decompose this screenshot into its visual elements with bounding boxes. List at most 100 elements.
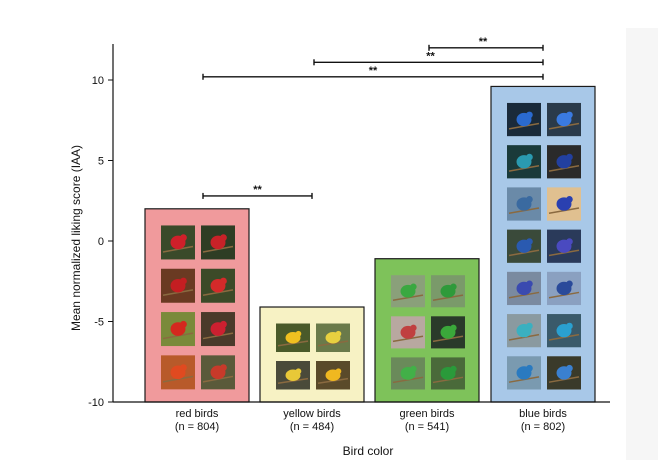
bird-head <box>566 153 573 161</box>
bar-blue-birds <box>490 85 596 403</box>
branch-shape <box>277 340 309 347</box>
bird-head <box>526 111 533 119</box>
bird-head <box>450 324 457 332</box>
y-tick-label: 10 <box>92 75 104 87</box>
branch-shape <box>277 377 309 384</box>
branch-shape <box>202 332 234 340</box>
branch-shape <box>392 294 424 301</box>
branch-shape <box>162 245 194 253</box>
y-tick-label: -5 <box>94 317 104 329</box>
bird-photo <box>201 225 235 260</box>
branch-shape <box>432 294 464 301</box>
significance-bracket: ** <box>202 65 544 80</box>
bar-green-birds <box>374 258 480 403</box>
bird-head <box>335 330 342 337</box>
bird-photo <box>507 187 541 221</box>
bird-head <box>180 277 187 285</box>
bird-photo <box>161 355 195 390</box>
y-tick-label: -10 <box>88 397 104 409</box>
bird-head <box>566 196 573 203</box>
bird-photo <box>161 312 195 347</box>
bird-photo <box>547 314 581 348</box>
bird-photo <box>507 145 541 179</box>
bird-head <box>450 365 457 373</box>
bars-group <box>144 85 596 403</box>
branch-shape <box>162 332 194 340</box>
bird-photo <box>507 314 541 348</box>
bird-photo <box>507 102 541 137</box>
significance-bracket: ** <box>428 36 544 51</box>
bird-photo <box>201 355 235 390</box>
bird-photo <box>547 102 581 137</box>
bird-head <box>526 238 533 245</box>
bird-head <box>410 324 417 332</box>
bird-head <box>526 280 533 288</box>
bird-photo <box>316 323 350 353</box>
sample-size-label: (n = 484) <box>290 421 334 433</box>
significance-label: ** <box>253 184 262 196</box>
bird-head <box>450 283 457 290</box>
bird-photo <box>391 316 425 349</box>
bird-head <box>526 153 533 161</box>
bird-head <box>295 330 302 337</box>
significance-brackets: ** ** ** ** <box>202 36 544 199</box>
significance-label: ** <box>479 36 488 48</box>
bird-head <box>335 368 342 375</box>
y-tick-label: 5 <box>98 156 104 168</box>
bird-photo <box>507 229 541 263</box>
branch-shape <box>548 333 580 341</box>
branch-shape <box>392 335 424 343</box>
x-tick-label: red birds <box>176 408 219 420</box>
bird-photo <box>547 271 581 306</box>
branch-shape <box>508 333 540 341</box>
bird-head <box>526 364 533 372</box>
x-tick-label: green birds <box>399 408 455 420</box>
bird-photo <box>276 323 310 353</box>
bird-photo <box>161 268 195 303</box>
bird-head <box>180 364 187 371</box>
bird-photo <box>201 268 235 303</box>
bird-photo <box>547 187 581 221</box>
bird-photo <box>201 312 235 347</box>
bird-head <box>180 234 187 242</box>
branch-shape <box>548 207 580 215</box>
bird-head <box>566 322 573 330</box>
bird-photo <box>391 275 425 308</box>
bird-photo <box>547 145 581 179</box>
right-margin-strip <box>626 28 658 460</box>
y-axis-label: Mean normalized liking score (IAA) <box>69 145 83 331</box>
bird-photo <box>391 357 425 390</box>
bird-head <box>180 320 187 328</box>
significance-label: ** <box>426 50 435 62</box>
bird-photo <box>547 229 581 263</box>
branch-shape <box>202 245 234 253</box>
x-tick-label: blue birds <box>519 408 567 420</box>
bird-head <box>410 365 417 373</box>
branch-shape <box>317 377 349 384</box>
bar-yellow-birds <box>259 306 365 403</box>
bird-head <box>526 322 533 330</box>
significance-label: ** <box>369 65 378 77</box>
bird-photo <box>316 361 350 390</box>
bird-photo <box>161 225 195 260</box>
sample-size-label: (n = 802) <box>521 421 565 433</box>
bird-photo <box>507 271 541 306</box>
bird-head <box>220 364 227 371</box>
bird-photo <box>431 357 465 390</box>
bird-photo <box>431 275 465 308</box>
bird-head <box>526 196 533 203</box>
bird-head <box>220 320 227 328</box>
bird-photo <box>431 316 465 349</box>
sample-size-label: (n = 541) <box>405 421 449 433</box>
bird-head <box>566 238 573 245</box>
sample-size-label: (n = 804) <box>175 421 219 433</box>
branch-shape <box>432 335 464 343</box>
significance-bracket: ** <box>313 50 544 66</box>
bird-head <box>566 364 573 372</box>
bird-head <box>566 280 573 288</box>
x-axis-label: Bird color <box>343 444 394 458</box>
branch-shape <box>508 207 540 215</box>
bird-head <box>295 368 302 375</box>
